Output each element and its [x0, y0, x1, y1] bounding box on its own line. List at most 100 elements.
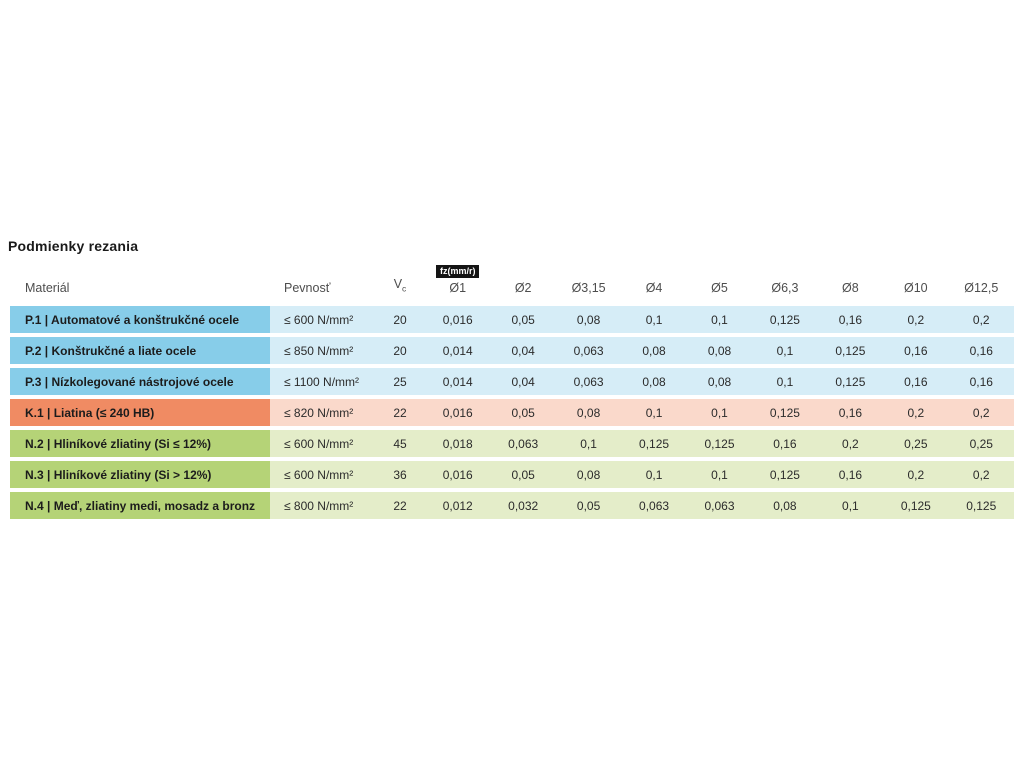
- vc-cell: 45: [393, 436, 407, 451]
- fz-value-cell: 0,2: [972, 405, 990, 420]
- fz-value-cell: 0,08: [576, 405, 601, 420]
- header-diameter-4: Ø4: [621, 262, 686, 296]
- fz-value-cell: 0,1: [645, 312, 663, 327]
- material-cell: N.3 | Hliníkové zliatiny (Si > 12%): [10, 461, 270, 488]
- fz-value-cell: 0,08: [576, 467, 601, 482]
- header-diameter-label: Ø5: [711, 281, 728, 295]
- fz-value-cell: 0,1: [776, 343, 794, 358]
- header-diameter-7: Ø8: [818, 262, 883, 296]
- header-diameter-label: Ø2: [514, 281, 532, 295]
- fz-value-cell: 0,16: [969, 343, 993, 358]
- fz-value-cell: 0,063: [639, 498, 670, 513]
- material-cell: P.3 | Nízkolegované nástrojové ocele: [10, 368, 270, 395]
- table-row: P.1 | Automatové a konštrukčné ocele ≤ 60…: [10, 306, 1014, 333]
- header-vc: Vc: [375, 277, 425, 297]
- fz-value-cell: 0,125: [704, 436, 735, 451]
- fz-value-cell: 0,1: [711, 405, 728, 420]
- fz-value-cell: 0,014: [442, 374, 473, 389]
- fz-value-cell: 0,032: [508, 498, 539, 513]
- fz-value-cell: 0,04: [511, 343, 535, 358]
- header-diameter-label: Ø1: [449, 281, 467, 295]
- fz-value-cell: 0,063: [508, 436, 539, 451]
- fz-value-cell: 0,05: [511, 467, 535, 482]
- header-diameter-5: Ø5: [687, 262, 752, 296]
- fz-value-cell: 0,125: [769, 405, 800, 420]
- vc-cell: 25: [393, 374, 407, 389]
- fz-value-cell: 0,125: [835, 374, 866, 389]
- fz-value-cell: 0,08: [707, 343, 732, 358]
- fz-value-cell: 0,16: [838, 312, 863, 327]
- fz-value-cell: 0,2: [972, 467, 990, 482]
- fz-value-cell: 0,1: [711, 312, 728, 327]
- vc-subscript: c: [402, 283, 407, 293]
- fz-value-cell: 0,16: [838, 467, 863, 482]
- fz-value-cell: 0,014: [442, 343, 473, 358]
- fz-value-cell: 0,125: [769, 467, 800, 482]
- header-diameter-9: Ø12,5: [949, 262, 1014, 296]
- fz-value-cell: 0,1: [776, 374, 794, 389]
- table-row: P.2 | Konštrukčné a liate ocele ≤ 850 N/m…: [10, 337, 1014, 364]
- strength-cell: ≤ 800 N/mm²: [284, 498, 354, 513]
- fz-value-cell: 0,063: [573, 343, 604, 358]
- material-cell: N.4 | Meď, zliatiny medi, mosadz a bronz: [10, 492, 270, 519]
- header-diameter-label: Ø8: [842, 281, 859, 295]
- header-diameter-6: Ø6,3: [752, 262, 817, 296]
- table-row: N.3 | Hliníkové zliatiny (Si > 12%) ≤ 600…: [10, 461, 1014, 488]
- strength-cell: ≤ 820 N/mm²: [284, 405, 354, 420]
- fz-value-cell: 0,016: [442, 467, 473, 482]
- header-material: Materiál: [25, 281, 70, 295]
- fz-value-cell: 0,018: [442, 436, 473, 451]
- fz-value-cell: 0,2: [842, 436, 859, 451]
- fz-value-cell: 0,1: [711, 467, 728, 482]
- header-diameter-8: Ø10: [883, 262, 948, 296]
- header-diameter-2: Ø2: [490, 262, 555, 296]
- table-row: P.3 | Nízkolegované nástrojové ocele ≤ 11…: [10, 368, 1014, 395]
- fz-value-cell: 0,063: [704, 498, 735, 513]
- vc-cell: 22: [393, 498, 407, 513]
- fz-value-cell: 0,2: [972, 312, 990, 327]
- fz-value-cell: 0,08: [773, 498, 797, 513]
- header-diameter-3: Ø3,15: [556, 262, 621, 296]
- vc-cell: 20: [393, 343, 407, 358]
- header-diameter-1: fz(mm/r) Ø1: [425, 262, 490, 296]
- material-cell: P.1 | Automatové a konštrukčné ocele: [10, 306, 270, 333]
- fz-value-cell: 0,16: [969, 374, 993, 389]
- fz-value-cell: 0,125: [769, 312, 800, 327]
- fz-value-cell: 0,1: [580, 436, 597, 451]
- table-row: K.1 | Liatina (≤ 240 HB) ≤ 820 N/mm² 22 0,0…: [10, 399, 1014, 426]
- fz-value-cell: 0,2: [907, 467, 925, 482]
- fz-unit-badge: fz(mm/r): [435, 265, 480, 278]
- page-title: Podmienky rezania: [8, 238, 139, 254]
- header-diameter-label: Ø6,3: [771, 281, 799, 295]
- fz-value-cell: 0,05: [576, 498, 601, 513]
- fz-value-cell: 0,1: [645, 467, 663, 482]
- fz-value-cell: 0,016: [442, 312, 473, 327]
- table-header-row: Materiál Pevnosť Vc fz(mm/r) Ø1 Ø2 Ø3,15 Ø4 Ø…: [10, 262, 1014, 296]
- fz-value-cell: 0,25: [969, 436, 993, 451]
- fz-value-cell: 0,08: [642, 343, 666, 358]
- fz-value-cell: 0,08: [576, 312, 601, 327]
- fz-value-cell: 0,08: [642, 374, 666, 389]
- strength-cell: ≤ 600 N/mm²: [284, 436, 354, 451]
- table-row: N.2 | Hliníkové zliatiny (Si ≤ 12%) ≤ 600…: [10, 430, 1014, 457]
- fz-value-cell: 0,25: [904, 436, 928, 451]
- fz-value-cell: 0,05: [511, 312, 535, 327]
- cutting-conditions-table: Materiál Pevnosť Vc fz(mm/r) Ø1 Ø2 Ø3,15 Ø4 Ø…: [10, 262, 1014, 523]
- vc-symbol: V: [393, 276, 403, 291]
- header-diameter-label: Ø4: [645, 281, 663, 295]
- header-diameter-label: Ø12,5: [964, 281, 999, 295]
- fz-value-cell: 0,16: [904, 343, 928, 358]
- fz-value-cell: 0,125: [639, 436, 670, 451]
- table-row: N.4 | Meď, zliatiny medi, mosadz a bronz…: [10, 492, 1014, 519]
- material-cell: P.2 | Konštrukčné a liate ocele: [10, 337, 270, 364]
- fz-value-cell: 0,16: [773, 436, 797, 451]
- vc-cell: 22: [393, 405, 407, 420]
- fz-value-cell: 0,125: [900, 498, 931, 513]
- fz-value-cell: 0,125: [835, 343, 866, 358]
- header-diameter-label: Ø10: [904, 281, 928, 295]
- header-strength: Pevnosť: [284, 281, 331, 295]
- fz-value-cell: 0,063: [573, 374, 604, 389]
- strength-cell: ≤ 850 N/mm²: [284, 343, 354, 358]
- fz-value-cell: 0,012: [442, 498, 473, 513]
